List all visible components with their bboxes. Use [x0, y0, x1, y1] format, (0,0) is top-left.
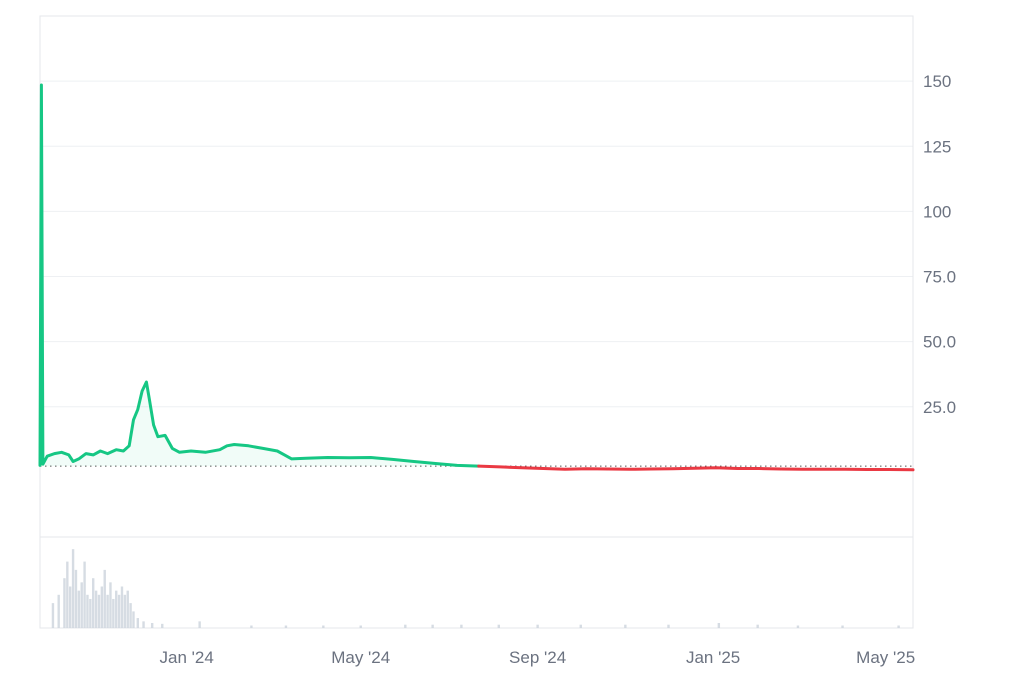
x-tick-label: May '24 [331, 648, 390, 667]
volume-bar [126, 590, 129, 628]
volume-bar [142, 621, 145, 628]
volume-bar [89, 598, 92, 628]
volume-bar [63, 578, 66, 628]
volume-bar [198, 621, 201, 628]
volume-bar [117, 594, 121, 628]
price-series [38, 83, 915, 472]
y-tick-label: 25.0 [923, 398, 956, 417]
volume-bar [123, 594, 127, 628]
volume-bar [86, 594, 89, 628]
y-tick-label: 100 [923, 202, 951, 221]
volume-bar [897, 625, 900, 628]
y-tick-label: 150 [923, 72, 951, 91]
x-tick-label: Sep '24 [509, 648, 566, 667]
x-tick-label: May '25 [856, 648, 915, 667]
volume-bar [667, 624, 670, 628]
x-tick-label: Jan '24 [160, 648, 214, 667]
volume-bar [624, 624, 627, 628]
volume-bar [322, 625, 325, 628]
volume-bar [100, 586, 104, 628]
volume-bar [83, 561, 86, 628]
volume-bar [80, 582, 83, 628]
y-axis-ticks: 150 125 100 75.0 50.0 25.0 [923, 72, 956, 417]
volume-bar [284, 625, 288, 628]
grid-lines [40, 80, 913, 408]
volume-bar [94, 590, 98, 628]
volume-bar [536, 624, 539, 628]
volume-bar [103, 569, 106, 628]
volume-bar [97, 594, 101, 628]
plot-frame [39, 15, 914, 629]
volume-bar [150, 623, 154, 628]
volume-bar [161, 623, 164, 628]
volume-bar [250, 625, 253, 628]
area-fill [40, 85, 479, 467]
x-tick-label: Jan '25 [686, 648, 740, 667]
volume-bar [51, 603, 55, 628]
volume-bar [57, 594, 60, 628]
volume-bar [579, 624, 582, 628]
volume-bar [460, 624, 463, 628]
volume-bar [115, 590, 118, 628]
price-line-below-baseline [477, 464, 915, 472]
volume-bar [112, 598, 115, 628]
volume-bar [129, 603, 132, 628]
volume-bar [359, 625, 362, 628]
volume-bar [109, 582, 112, 628]
volume-bar [136, 618, 139, 628]
volume-bar [132, 611, 135, 628]
volume-bar [106, 594, 109, 628]
volume-bar [71, 549, 75, 628]
volume-bar [796, 625, 800, 628]
y-tick-label: 75.0 [923, 268, 956, 287]
x-axis-ticks: Jan '24 May '24 Sep '24 Jan '25 May '25 [160, 648, 916, 667]
volume-bar [404, 624, 407, 628]
volume-bar [69, 586, 72, 628]
price-line-above-baseline [38, 83, 481, 468]
volume-bar [756, 624, 759, 628]
volume-bar [841, 625, 844, 628]
volume-bar [92, 578, 95, 628]
y-tick-label: 50.0 [923, 333, 956, 352]
volume-bars [51, 549, 900, 628]
volume-bar [74, 569, 78, 628]
volume-bar [717, 623, 721, 628]
volume-bar [120, 586, 124, 628]
volume-bar [66, 561, 69, 628]
volume-bar [431, 624, 434, 628]
volume-bar [497, 624, 500, 628]
y-tick-label: 125 [923, 137, 951, 156]
volume-bar [77, 590, 81, 628]
